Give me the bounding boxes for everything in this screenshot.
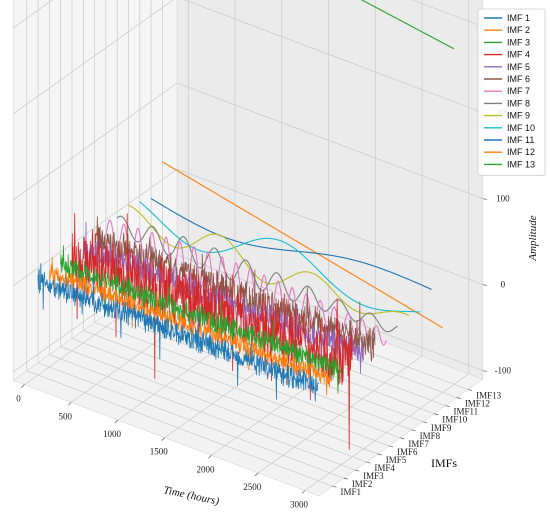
- imf-tick-mark: [456, 397, 461, 399]
- grid-line-amplitude: [13, 0, 174, 115]
- imf-tick-mark: [343, 477, 348, 480]
- z-axis-title: Amplitude: [527, 215, 539, 261]
- imf-tick-label: IMF2: [352, 479, 373, 489]
- x-tick-mark: [114, 419, 119, 424]
- x-axis-title: Time (hours): [162, 484, 220, 508]
- imf-tick-mark: [422, 421, 428, 424]
- legend-label: IMF 6: [507, 74, 530, 84]
- legend-label: IMF 7: [507, 86, 530, 96]
- grid-line-imf: [71, 338, 378, 455]
- imf-tick-label: IMF9: [431, 423, 452, 433]
- legend-label: IMF 12: [507, 147, 535, 157]
- x-tick-mark: [301, 490, 306, 494]
- amplitude-tick-label: 0: [501, 280, 506, 290]
- series-line-imf-3: [60, 245, 342, 394]
- grid-line-amplitude: [411, 0, 483, 27]
- grid-line-amplitude: [183, 0, 483, 113]
- grid-line-amplitude: [176, 254, 483, 371]
- x-tick-label: 2000: [196, 464, 215, 474]
- imf-tick-mark: [355, 469, 360, 472]
- x-tick-mark: [21, 384, 25, 388]
- x-tick-mark: [208, 455, 212, 459]
- imf-tick-mark: [445, 405, 450, 408]
- imf-tick-label: IMF7: [408, 439, 429, 449]
- x-tick-mark: [161, 437, 165, 441]
- series-line-imf-10: [139, 201, 421, 313]
- grid-line-imf: [37, 362, 344, 479]
- x-tick-label: 2500: [243, 482, 262, 492]
- grid-line-imf: [26, 370, 333, 487]
- imf-tick-label: IMF3: [363, 471, 384, 481]
- imf-tick-label: IMF10: [442, 415, 468, 425]
- legend-label: IMF 13: [507, 159, 535, 169]
- series-line-imf-13: [360, 0, 455, 50]
- imf-tick-mark: [468, 389, 473, 391]
- imf-tick-label: IMF11: [454, 407, 479, 417]
- x-tick-label: 1500: [150, 447, 169, 457]
- series-line-imf-8: [116, 215, 398, 333]
- series-line-imf-12: [162, 161, 444, 329]
- series-line-imf-1: [37, 263, 319, 402]
- grid-line-amplitude: [176, 82, 483, 199]
- x-tick-label: 500: [58, 411, 72, 421]
- legend-label: IMF 3: [507, 37, 530, 47]
- grid-line-imf: [60, 346, 367, 463]
- amplitude-tick-label: -100: [495, 366, 512, 376]
- imf-tick-mark: [411, 429, 416, 432]
- amplitude-tick-mark: [482, 198, 487, 200]
- imf-tick-label: IMF8: [420, 431, 441, 441]
- imf-tick-label: IMF6: [397, 447, 418, 457]
- legend-label: IMF 11: [507, 135, 534, 145]
- amplitude-tick-mark: [482, 284, 487, 286]
- x-tick-label: 1000: [103, 429, 122, 439]
- grid-line-imf: [49, 354, 356, 471]
- grid-line-amplitude: [176, 168, 483, 285]
- series-line-imf-2: [48, 257, 331, 396]
- grid-line-imf: [83, 330, 390, 447]
- imf-tick-mark: [434, 413, 439, 416]
- amplitude-tick-mark: [482, 370, 487, 372]
- y-axis-title: IMFs: [431, 456, 457, 470]
- imf-tick-label: IMF1: [341, 487, 362, 497]
- chart-series: [37, 0, 455, 451]
- imf-tick-mark: [400, 437, 405, 440]
- legend-label: IMF 9: [507, 111, 530, 121]
- x-tick-label: 0: [16, 394, 21, 404]
- grid-line-time: [304, 373, 469, 491]
- legend-label: IMF 5: [507, 62, 530, 72]
- legend-label: IMF 2: [507, 25, 530, 35]
- imf-tick-mark: [332, 485, 337, 488]
- legend-box: [477, 8, 546, 177]
- grid-line-time: [257, 355, 423, 474]
- legend-label: IMF 4: [507, 50, 530, 60]
- legend: IMF 1 IMF 2 IMF 3 IMF 4 IMF 5 IMF 6 IMF 7 IMF 8…: [477, 8, 546, 177]
- legend-label: IMF 8: [507, 98, 530, 108]
- series-line-imf-6: [94, 216, 376, 362]
- imf-tick-label: IMF12: [465, 399, 490, 409]
- imf-tick-mark: [366, 461, 371, 464]
- amplitude-tick-label: 100: [496, 194, 510, 204]
- series-line-imf-11: [150, 198, 432, 290]
- legend-label: IMF 1: [507, 13, 530, 23]
- x-tick-label: 3000: [290, 500, 309, 510]
- series-line-imf-4: [71, 212, 353, 451]
- imf-tick-mark: [377, 453, 382, 456]
- imf-tick-label: IMF13: [476, 391, 502, 401]
- grid-line-amplitude: [13, 0, 53, 29]
- legend-label: IMF 10: [507, 123, 535, 133]
- imf-tick-mark: [388, 445, 394, 448]
- imf-tick-label: IMF4: [374, 463, 395, 473]
- grid-line-amplitude: [13, 82, 178, 201]
- imf-tick-label: IMF5: [386, 455, 407, 465]
- x-tick-mark: [254, 472, 259, 477]
- x-tick-mark: [67, 402, 72, 406]
